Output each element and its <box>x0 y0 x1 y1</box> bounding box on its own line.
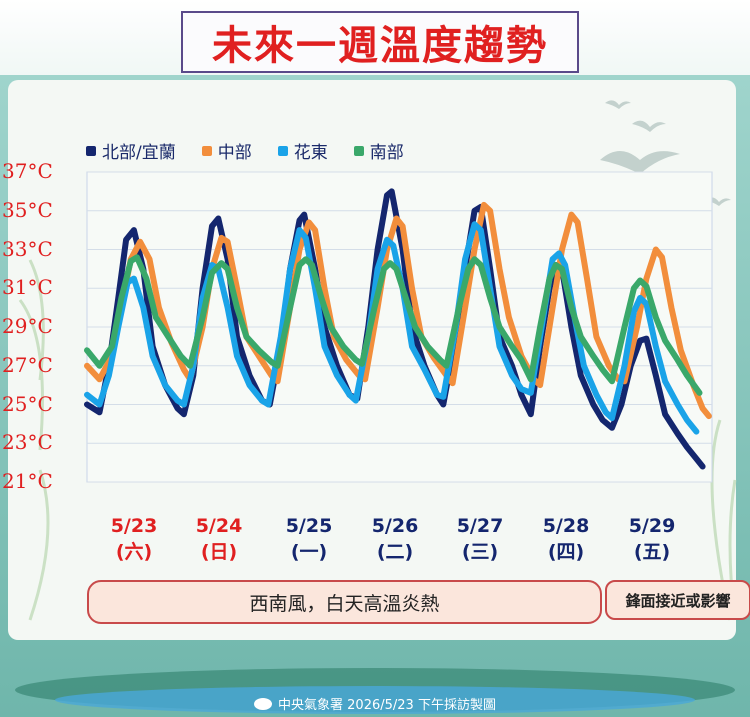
page-title: 未來一週溫度趨勢 <box>212 23 548 69</box>
x-tick-date: 5/24 <box>195 515 243 537</box>
legend-label: 北部/宜蘭 <box>102 143 176 163</box>
legend-item-1: 中部 <box>201 138 252 163</box>
x-tick-date: 5/28 <box>542 515 590 537</box>
x-tick-label: 5/26 (二) <box>355 513 435 565</box>
title-box: 未來一週溫度趨勢 <box>181 11 579 73</box>
x-tick-day: (四) <box>547 541 585 563</box>
weather-note-side-text: 鋒面接近或影響 <box>625 591 731 610</box>
y-tick-label: 29°C <box>2 314 53 338</box>
series-line-2 <box>84 221 700 435</box>
legend-swatch <box>277 145 288 156</box>
y-tick-label: 33°C <box>2 236 53 261</box>
x-tick-day: (日) <box>200 541 238 563</box>
x-tick-day: (三) <box>461 541 499 563</box>
legend-swatch <box>201 145 212 156</box>
x-tick-label: 5/23 (六) <box>94 513 174 565</box>
x-tick-day: (六) <box>115 541 153 563</box>
y-tick-label: 27°C <box>2 352 53 377</box>
x-tick-day: (二) <box>376 541 414 563</box>
legend-item-2: 花東 <box>277 138 328 163</box>
footer: 中央氣象署 2026/5/23 下午採訪製圖 <box>0 690 750 717</box>
x-tick-date: 5/29 <box>628 515 676 537</box>
legend-label: 花東 <box>293 143 328 163</box>
x-tick-label: 5/29 (五) <box>612 513 692 565</box>
weather-note-main-text: 西南風，白天高溫炎熱 <box>249 592 440 615</box>
legend-item-3: 南部 <box>353 138 404 163</box>
x-tick-label: 5/24 (日) <box>179 513 259 565</box>
legend-label: 南部 <box>369 143 404 163</box>
legend-item-0: 北部/宜蘭 <box>86 138 176 163</box>
legend-swatch <box>86 145 96 156</box>
y-tick-label: 25°C <box>2 391 53 416</box>
x-tick-date: 5/25 <box>285 515 333 537</box>
x-tick-label: 5/28 (四) <box>526 513 606 565</box>
legend-label: 中部 <box>217 143 252 163</box>
x-tick-date: 5/27 <box>456 515 504 537</box>
weather-note-main: 西南風，白天高溫炎熱 <box>87 580 602 624</box>
x-tick-date: 5/23 <box>110 515 158 537</box>
legend-swatch <box>353 145 364 156</box>
series-line-3 <box>84 254 703 396</box>
x-tick-label: 5/27 (三) <box>440 513 520 565</box>
footer-text: 中央氣象署 2026/5/23 下午採訪製圖 <box>278 698 496 713</box>
x-tick-date: 5/26 <box>371 515 419 537</box>
y-tick-label: 37°C <box>2 159 53 183</box>
legend: 北部/宜蘭 中部 花東 南部 <box>86 138 404 163</box>
cwa-logo-icon <box>254 697 273 710</box>
x-tick-day: (五) <box>633 541 671 563</box>
weather-note-side: 鋒面接近或影響 <box>605 580 750 620</box>
y-tick-label: 35°C <box>2 197 53 222</box>
x-tick-label: 5/25 (一) <box>269 513 349 565</box>
x-tick-day: (一) <box>290 541 328 563</box>
y-tick-label: 21°C <box>2 469 53 493</box>
y-tick-label: 23°C <box>2 430 53 455</box>
y-tick-label: 31°C <box>2 275 53 300</box>
